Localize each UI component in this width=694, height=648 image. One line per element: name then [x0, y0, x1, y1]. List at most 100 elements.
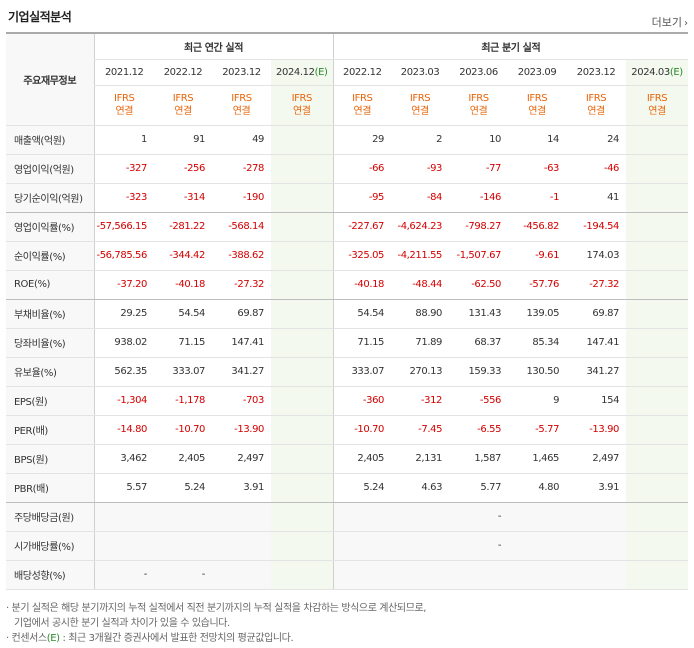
period-annual-3: 2024.12(E) — [271, 59, 334, 86]
table-cell: 5.77 — [449, 473, 509, 503]
table-cell: -312 — [391, 386, 450, 416]
row-label: EPS(원) — [6, 386, 94, 416]
more-label: 더보기 — [651, 16, 682, 29]
table-cell — [93, 531, 154, 561]
row-label: 당좌비율(%) — [6, 328, 94, 358]
table-cell — [391, 502, 450, 532]
table-cell: -95 — [332, 183, 392, 213]
table-cell: 2,497 — [566, 444, 627, 474]
table-cell: 3.91 — [212, 473, 271, 503]
table-cell: 3.91 — [566, 473, 627, 503]
ifrs-label: IFRS 연결 — [391, 85, 450, 126]
table-cell: -556 — [449, 386, 509, 416]
row-label: 부채비율(%) — [6, 299, 94, 329]
financial-table: 주요재무정보 최근 연간 실적 최근 분기 실적 2021.12 2022.12 2… — [6, 32, 689, 590]
table-cell: 2,131 — [391, 444, 450, 474]
row-label: 매출액(억원) — [6, 125, 94, 155]
table-cell: -360 — [332, 386, 392, 416]
table-cell — [271, 270, 334, 300]
table-cell: -1 — [508, 183, 567, 213]
table-cell: -27.32 — [566, 270, 627, 300]
row-label: 유보율(%) — [6, 357, 94, 387]
table-cell: 71.15 — [332, 328, 392, 358]
quarter-group-header: 최근 분기 실적 — [332, 33, 689, 60]
period-annual-0: 2021.12 — [93, 59, 154, 86]
table-cell: 29.25 — [93, 299, 154, 329]
row-label: 영업이익률(%) — [6, 212, 94, 242]
table-cell: 29 — [332, 125, 392, 155]
row-label: PBR(배) — [6, 473, 94, 503]
table-cell — [154, 531, 212, 561]
ifrs-row: IFRS 연결 IFRS 연결 IFRS 연결 IFRS 연결 IFRS 연결 IFRS 연결 IFRS… — [6, 85, 689, 126]
table-cell — [332, 531, 392, 561]
table-cell: 341.27 — [212, 357, 271, 387]
table-cell — [626, 328, 689, 358]
table-row: 시가배당률(%) - — [6, 531, 689, 561]
table-row: 당기순이익(억원) -323 -314 -190 -95 -84 -146 -1 41 — [6, 183, 689, 213]
table-cell — [154, 502, 212, 532]
table-cell — [271, 386, 334, 416]
table-row: 순이익률(%) -56,785.56 -344.42 -388.62 -325.05 -4… — [6, 241, 689, 271]
ifrs-label: IFRS 연결 — [566, 85, 627, 126]
table-cell: -77 — [449, 154, 509, 184]
table-cell — [566, 531, 627, 561]
row-label: ROE(%) — [6, 270, 94, 300]
table-cell: -7.45 — [391, 415, 450, 445]
table-cell: 71.15 — [154, 328, 212, 358]
period-quarter-4: 2023.12 — [566, 59, 627, 86]
table-cell: -456.82 — [508, 212, 567, 242]
row-label: 주당배당금(원) — [6, 502, 94, 532]
table-cell: 4.80 — [508, 473, 567, 503]
period-annual-1: 2022.12 — [154, 59, 212, 86]
table-cell — [566, 560, 627, 590]
table-row: 주당배당금(원) - — [6, 502, 689, 532]
table-row: 매출액(억원) 1 91 49 29 2 10 14 24 — [6, 125, 689, 155]
table-cell — [212, 502, 271, 532]
note-1: · 분기 실적은 해당 분기까지의 누적 실적에서 직전 분기까지의 누적 실적… — [6, 603, 427, 614]
table-cell — [626, 299, 689, 329]
table-cell — [212, 531, 271, 561]
period-quarter-2: 2023.06 — [449, 59, 509, 86]
table-cell: -13.90 — [212, 415, 271, 445]
table-cell: -323 — [93, 183, 154, 213]
table-cell — [271, 473, 334, 503]
table-cell: -388.62 — [212, 241, 271, 271]
table-cell: -4,211.55 — [391, 241, 450, 271]
table-cell — [271, 299, 334, 329]
table-cell: -63 — [508, 154, 567, 184]
table-cell: 5.24 — [332, 473, 392, 503]
ifrs-label: IFRS 연결 — [332, 85, 392, 126]
period-quarter-5: 2024.03(E) — [626, 59, 689, 86]
table-cell — [271, 444, 334, 474]
table-cell: -5.77 — [508, 415, 567, 445]
table-row: 배당성향(%) - - — [6, 560, 689, 590]
table-cell — [626, 241, 689, 271]
footnotes: · 분기 실적은 해당 분기까지의 누적 실적에서 직전 분기까지의 누적 실적… — [6, 601, 426, 646]
table-cell: 2 — [391, 125, 450, 155]
table-cell: 1,465 — [508, 444, 567, 474]
table-cell: -93 — [391, 154, 450, 184]
table-cell: -256 — [154, 154, 212, 184]
table-cell: 41 — [566, 183, 627, 213]
ifrs-label: IFRS 연결 — [626, 85, 689, 126]
table-cell: -57,566.15 — [93, 212, 154, 242]
more-link[interactable]: 더보기 › — [652, 14, 688, 30]
table-cell: 562.35 — [93, 357, 154, 387]
table-cell — [391, 531, 450, 561]
table-cell: 2,497 — [212, 444, 271, 474]
table-cell — [508, 531, 567, 561]
table-cell: - — [449, 531, 509, 561]
table-cell: 9 — [508, 386, 567, 416]
table-cell: -6.55 — [449, 415, 509, 445]
table-cell: -314 — [154, 183, 212, 213]
table-cell — [626, 473, 689, 503]
table-row: EPS(원) -1,304 -1,178 -703 -360 -312 -556 9 154 — [6, 386, 689, 416]
table-cell: 71.89 — [391, 328, 450, 358]
table-cell: -194.54 — [566, 212, 627, 242]
table-cell: 5.57 — [93, 473, 154, 503]
table-cell — [626, 415, 689, 445]
row-label: 영업이익(억원) — [6, 154, 94, 184]
table-cell: -14.80 — [93, 415, 154, 445]
table-cell: 54.54 — [332, 299, 392, 329]
section-title: 기업실적분석 — [8, 10, 72, 24]
